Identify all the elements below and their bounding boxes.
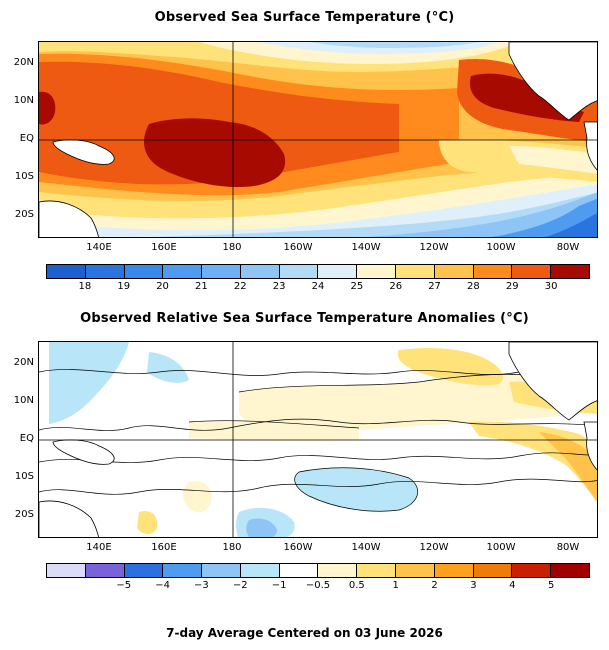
anomaly-lon-80w: 80W [556, 542, 580, 553]
sst-colorbar-segment [357, 265, 397, 278]
anomaly-map [38, 341, 598, 538]
anomaly-colorbar-segment [47, 564, 86, 577]
sst-lat-20n: 20N [13, 57, 34, 68]
anomaly-colorbar-tick-label: −4 [155, 580, 170, 591]
anomaly-colorbar-segment [512, 564, 552, 577]
anomaly-lat-10s: 10S [14, 471, 34, 482]
sst-lat-20s: 20S [14, 209, 34, 220]
anomaly-colorbar-segment [318, 564, 358, 577]
sst-colorbar-segment [473, 265, 513, 278]
anomaly-colorbar-segment [357, 564, 397, 577]
anomaly-colorbar-tick-label: 5 [547, 580, 555, 591]
anomaly-lon-160e: 160E [151, 542, 177, 553]
sst-colorbar-tick-label: 25 [350, 281, 364, 292]
sst-lon-140e: 140E [86, 242, 112, 253]
anomaly-lat-20n: 20N [13, 357, 34, 368]
anomaly-colorbar-tick-label: 0.5 [348, 580, 365, 591]
sst-lon-160w: 160W [283, 242, 313, 253]
sst-lat-10s: 10S [14, 171, 34, 182]
anomaly-colorbar-segment [240, 564, 280, 577]
anomaly-colorbar [46, 563, 590, 578]
anomaly-colorbar-tick-label: −5 [116, 580, 132, 591]
sst-colorbar-segment [512, 265, 552, 278]
anomaly-colorbar-tick-label: −1 [271, 580, 287, 591]
sst-colorbar-segment [163, 265, 203, 278]
sst-colorbar-tick-label: 28 [467, 281, 480, 292]
anomaly-colorbar-segment [551, 564, 589, 577]
anomaly-colorbar-segment [163, 564, 203, 577]
anomaly-lat-20s: 20S [14, 509, 34, 520]
sst-lat-10n: 10N [13, 95, 34, 106]
anomaly-lon-140w: 140W [351, 542, 381, 553]
sst-colorbar [46, 264, 590, 279]
sst-colorbar-tick-label: 24 [311, 281, 325, 292]
anomaly-colorbar-tick-label: −3 [194, 580, 209, 591]
anomaly-colorbar-segment [396, 564, 435, 577]
sst-lon-100w: 100W [486, 242, 516, 253]
sst-title: Observed Sea Surface Temperature (°C) [154, 10, 455, 25]
anomaly-lat-10n: 10N [13, 395, 34, 406]
sst-lon-180: 180 [222, 242, 242, 253]
sst-colorbar-tick-label: 26 [389, 281, 403, 292]
sst-colorbar-segment [47, 265, 86, 278]
sst-lon-80w: 80W [556, 242, 580, 253]
anomaly-lon-160w: 160W [283, 542, 313, 553]
footer-date-caption: 7-day Average Centered on 03 June 2026 [166, 626, 443, 640]
sst-colorbar-tick-label: 20 [156, 281, 169, 292]
anomaly-colorbar-tick-label: 2 [431, 580, 438, 591]
sst-colorbar-segment [279, 265, 319, 278]
sst-colorbar-tick-label: 27 [428, 281, 441, 292]
anomaly-lat-eq: EQ [19, 433, 34, 444]
anomaly-colorbar-segment [85, 564, 125, 577]
anomaly-colorbar-tick-label: −0.5 [305, 580, 331, 591]
sst-colorbar-tick-label: 21 [195, 281, 208, 292]
anomaly-lon-120w: 120W [419, 542, 449, 553]
anomaly-colorbar-tick-label: 1 [392, 580, 399, 591]
sst-colorbar-segment [318, 265, 358, 278]
sst-colorbar-segment [124, 265, 164, 278]
anomaly-colorbar-tick-label: −2 [232, 580, 248, 591]
sst-colorbar-segment [202, 265, 241, 278]
sst-lon-160e: 160E [151, 242, 177, 253]
anomaly-colorbar-tick-label: 4 [509, 580, 516, 591]
anomaly-colorbar-segment [202, 564, 241, 577]
anomaly-colorbar-segment [434, 564, 474, 577]
sst-colorbar-tick-label: 23 [272, 281, 286, 292]
sst-colorbar-segment [396, 265, 435, 278]
anomaly-title: Observed Relative Sea Surface Temperatur… [80, 311, 529, 326]
anomaly-colorbar-tick-label: 3 [470, 580, 477, 591]
sst-colorbar-tick-label: 30 [544, 281, 558, 292]
sst-colorbar-segment [85, 265, 125, 278]
sst-colorbar-tick-label: 22 [233, 281, 247, 292]
sst-colorbar-tick-label: 29 [505, 281, 519, 292]
sst-colorbar-segment [434, 265, 474, 278]
sst-lon-140w: 140W [351, 242, 381, 253]
anomaly-colorbar-segment [124, 564, 164, 577]
sst-lat-eq: EQ [19, 133, 34, 144]
sst-colorbar-segment [240, 265, 280, 278]
anomaly-lon-100w: 100W [486, 542, 516, 553]
anomaly-colorbar-segment [473, 564, 513, 577]
sst-colorbar-segment [551, 265, 589, 278]
sst-colorbar-tick-label: 18 [78, 281, 92, 292]
anomaly-lon-180: 180 [222, 542, 242, 553]
sst-lon-120w: 120W [419, 242, 449, 253]
anomaly-colorbar-segment [279, 564, 319, 577]
anomaly-lon-140e: 140E [86, 542, 112, 553]
sst-map [38, 41, 598, 238]
sst-colorbar-tick-label: 19 [117, 281, 131, 292]
